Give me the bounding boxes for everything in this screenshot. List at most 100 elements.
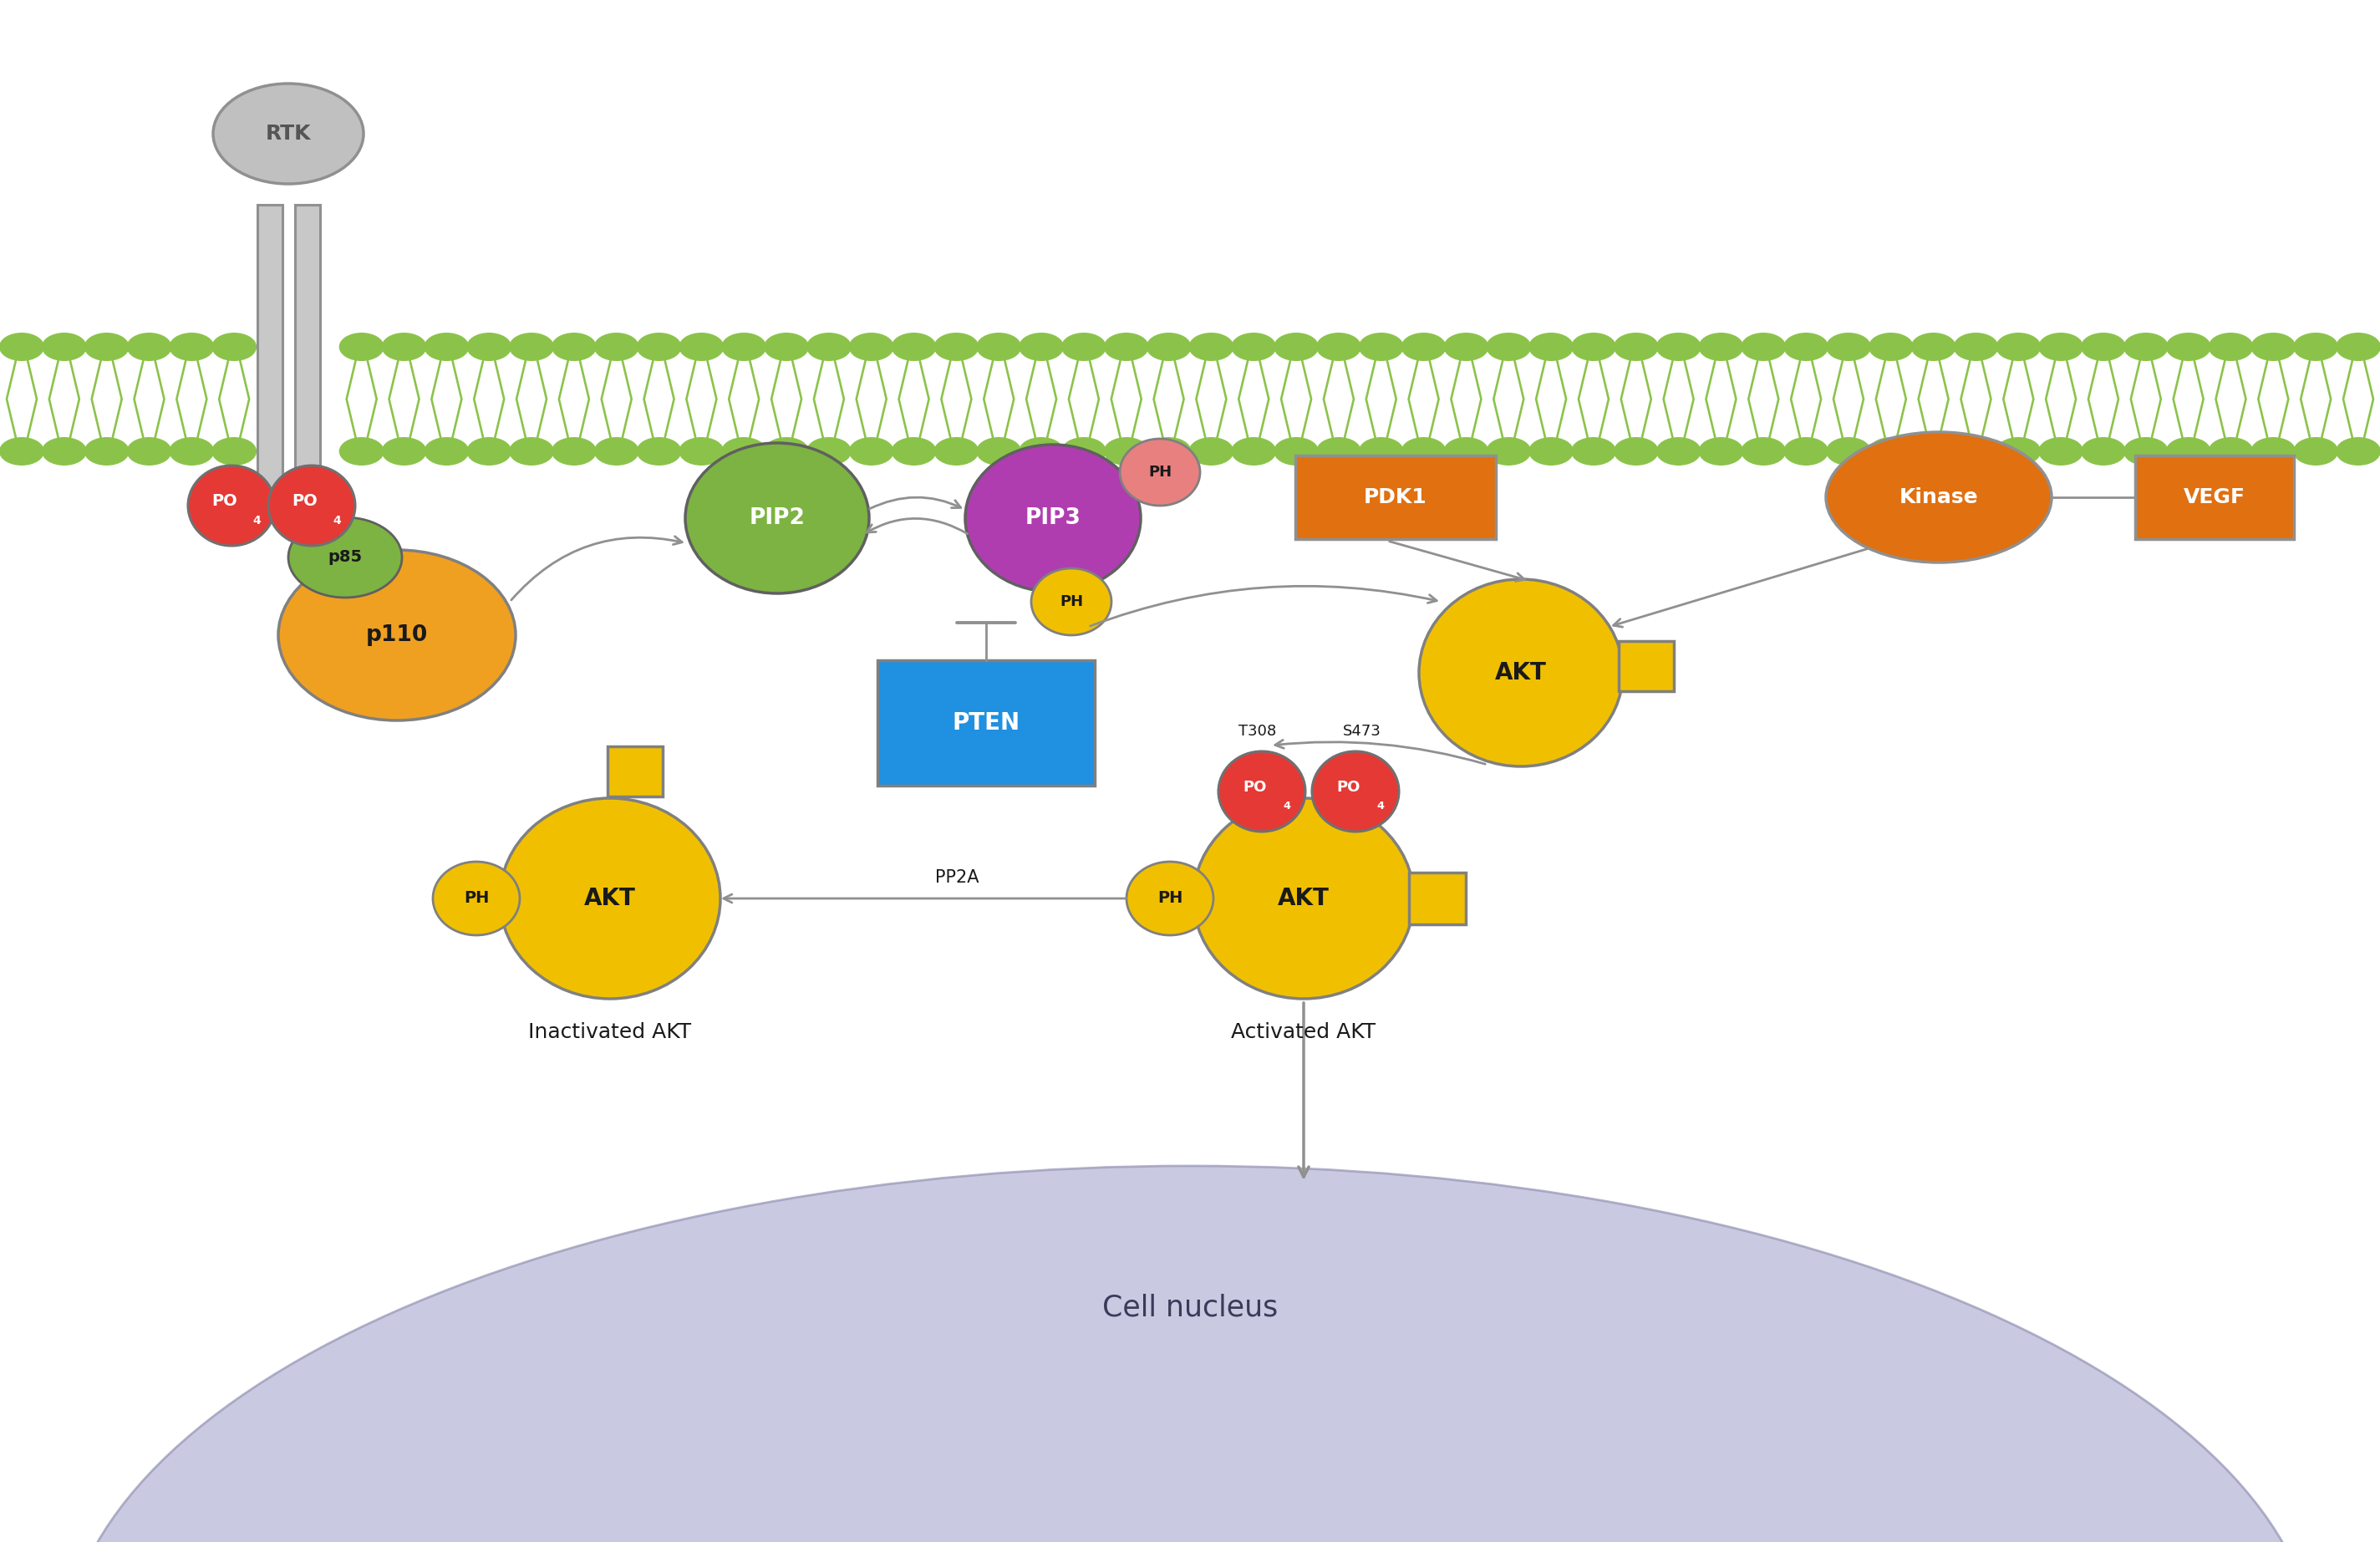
Ellipse shape — [933, 333, 978, 361]
Ellipse shape — [1528, 436, 1573, 466]
Bar — [295, 205, 319, 497]
Ellipse shape — [424, 436, 469, 466]
Text: PDK1: PDK1 — [1364, 487, 1428, 507]
Ellipse shape — [1868, 333, 1914, 361]
Ellipse shape — [1359, 436, 1404, 466]
Text: PH: PH — [1059, 594, 1083, 609]
Ellipse shape — [126, 436, 171, 466]
Ellipse shape — [83, 333, 129, 361]
Ellipse shape — [1126, 862, 1214, 936]
Ellipse shape — [1311, 751, 1399, 831]
Ellipse shape — [1121, 439, 1200, 506]
Ellipse shape — [1528, 333, 1573, 361]
Text: Kinase: Kinase — [1899, 487, 1978, 507]
Ellipse shape — [509, 436, 555, 466]
Ellipse shape — [1188, 333, 1233, 361]
Ellipse shape — [188, 466, 276, 546]
Ellipse shape — [1402, 436, 1447, 466]
Ellipse shape — [595, 333, 640, 361]
Ellipse shape — [214, 83, 364, 183]
Ellipse shape — [2251, 333, 2297, 361]
Ellipse shape — [1614, 333, 1659, 361]
Ellipse shape — [2123, 436, 2168, 466]
Ellipse shape — [1571, 333, 1616, 361]
Ellipse shape — [1104, 436, 1150, 466]
Ellipse shape — [552, 436, 597, 466]
Ellipse shape — [1104, 333, 1150, 361]
Ellipse shape — [40, 333, 86, 361]
Ellipse shape — [1954, 333, 1999, 361]
Ellipse shape — [635, 333, 681, 361]
Bar — [257, 205, 283, 497]
Ellipse shape — [807, 333, 852, 361]
Ellipse shape — [1740, 333, 1785, 361]
Text: PH: PH — [1147, 464, 1171, 480]
Bar — [1409, 873, 1466, 924]
Ellipse shape — [466, 333, 512, 361]
Ellipse shape — [635, 436, 681, 466]
Ellipse shape — [850, 333, 895, 361]
Text: AKT: AKT — [1278, 887, 1330, 910]
Text: PO: PO — [212, 493, 238, 509]
Ellipse shape — [1699, 333, 1745, 361]
Ellipse shape — [0, 436, 45, 466]
Ellipse shape — [169, 333, 214, 361]
Bar — [1618, 641, 1673, 691]
Ellipse shape — [62, 1166, 2318, 1542]
Ellipse shape — [721, 436, 766, 466]
Ellipse shape — [40, 436, 86, 466]
Ellipse shape — [2080, 333, 2125, 361]
Bar — [1295, 455, 1497, 540]
Ellipse shape — [2294, 333, 2340, 361]
Ellipse shape — [1911, 436, 1956, 466]
Ellipse shape — [764, 436, 809, 466]
Ellipse shape — [1445, 436, 1490, 466]
Ellipse shape — [2335, 436, 2380, 466]
Text: Activated AKT: Activated AKT — [1230, 1022, 1376, 1042]
Ellipse shape — [338, 333, 383, 361]
Ellipse shape — [1656, 436, 1702, 466]
Ellipse shape — [1230, 333, 1276, 361]
Bar — [2135, 455, 2294, 540]
Ellipse shape — [1825, 436, 1871, 466]
Ellipse shape — [2037, 333, 2082, 361]
Text: Inactivated AKT: Inactivated AKT — [528, 1022, 693, 1042]
Text: PTEN: PTEN — [952, 711, 1021, 734]
Ellipse shape — [2209, 333, 2254, 361]
Ellipse shape — [1418, 580, 1623, 766]
Ellipse shape — [2166, 436, 2211, 466]
Ellipse shape — [1402, 333, 1447, 361]
Ellipse shape — [850, 436, 895, 466]
Ellipse shape — [1997, 333, 2042, 361]
Ellipse shape — [764, 333, 809, 361]
Ellipse shape — [807, 436, 852, 466]
Ellipse shape — [976, 333, 1021, 361]
Ellipse shape — [381, 333, 426, 361]
Text: p85: p85 — [328, 549, 362, 566]
Ellipse shape — [424, 333, 469, 361]
Ellipse shape — [1656, 333, 1702, 361]
Ellipse shape — [1031, 569, 1111, 635]
Ellipse shape — [1147, 333, 1192, 361]
Ellipse shape — [2123, 333, 2168, 361]
Ellipse shape — [1147, 436, 1192, 466]
Text: 4: 4 — [1283, 802, 1290, 813]
Ellipse shape — [1868, 436, 1914, 466]
Ellipse shape — [433, 862, 519, 936]
Ellipse shape — [278, 550, 516, 720]
Ellipse shape — [1019, 333, 1064, 361]
Text: RTK: RTK — [267, 123, 312, 143]
Ellipse shape — [1783, 333, 1828, 361]
Bar — [607, 746, 662, 797]
Ellipse shape — [2209, 436, 2254, 466]
Ellipse shape — [466, 436, 512, 466]
Ellipse shape — [1316, 436, 1361, 466]
Ellipse shape — [2294, 436, 2340, 466]
Ellipse shape — [2251, 436, 2297, 466]
Bar — [878, 660, 1095, 785]
Text: PH: PH — [464, 891, 488, 907]
Ellipse shape — [1997, 436, 2042, 466]
Ellipse shape — [1954, 436, 1999, 466]
Ellipse shape — [381, 436, 426, 466]
Text: 4: 4 — [333, 515, 340, 526]
